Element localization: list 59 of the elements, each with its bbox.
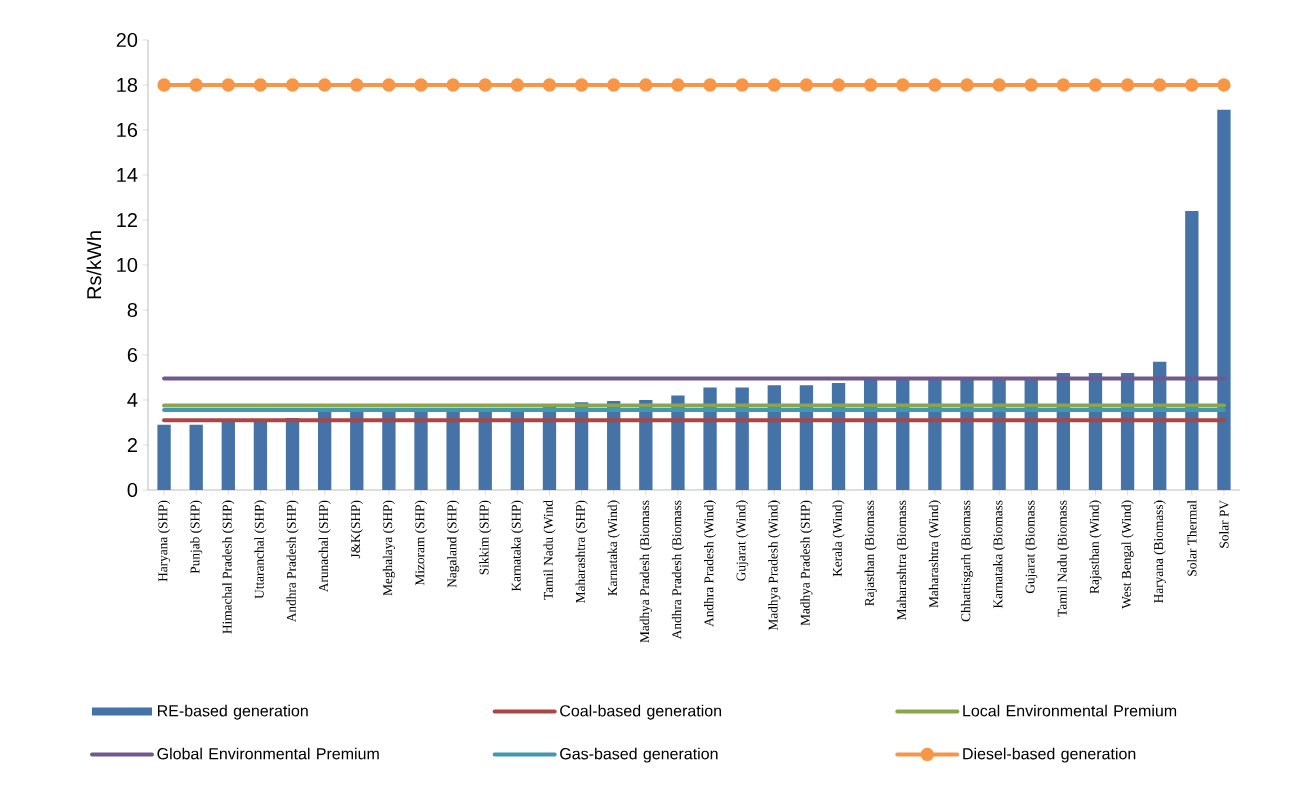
x-tick-label: Tamil Nadu (Biomass [1057, 500, 1070, 617]
x-tick-label: Andhra Pradesh (SHP) [286, 500, 299, 623]
y-tick-label: 12 [117, 213, 137, 227]
x-tick-label: Haryana (Biomass) [1153, 500, 1166, 603]
x-tick-label: Madhya Pradesh (Wind) [768, 500, 781, 631]
bar [189, 424, 203, 490]
x-tick-label: Uttaranchal (SHP) [254, 500, 267, 599]
y-tick-label: 16 [117, 122, 138, 138]
y-tick-label: 0 [127, 482, 138, 498]
x-tick-label: Maharashtra (Biomass [896, 500, 909, 620]
x-tick-label: Haryana (SHP) [157, 500, 171, 582]
x-tick-label: West Bengal (Wind) [1121, 500, 1134, 609]
legend-label: Coal-based generation [560, 704, 722, 720]
x-tick-label: Kerala (Wind) [832, 500, 845, 577]
x-tick-label: Tamil Nadu (Wind [543, 500, 556, 600]
bar [1217, 109, 1231, 490]
x-tick-label: Solar Thermal [1187, 500, 1197, 576]
x-tick-label: Madhya Pradesh (Biomass [639, 500, 652, 643]
bar [157, 424, 171, 490]
x-tick-label: Arunachal (SHP) [318, 500, 331, 593]
y-tick-label: 14 [117, 168, 138, 182]
y-axis-title: Rs/kWh [86, 231, 102, 299]
x-tick-label: Karnataka (SHP) [511, 500, 524, 592]
legend-label: Global Environmental Premium [157, 747, 379, 760]
x-tick-label: Chhattisgarh (Biomass [960, 500, 974, 622]
x-tick-label: Maharashtra (Wind) [928, 500, 941, 608]
x-tick-label: Meghalaya (SHP) [382, 500, 395, 596]
x-tick-label: Karnataka (Biomass [993, 500, 1006, 609]
x-tick-label: Punjab (SHP) [190, 500, 203, 574]
bar [671, 395, 685, 490]
legend-label: RE-based generation [157, 704, 308, 720]
legend-label: Diesel-based generation [963, 747, 1136, 763]
bar [221, 420, 235, 490]
x-tick-label: J&K(SHP) [350, 500, 363, 559]
x-tick-label: Madhya Pradesh (SHP) [800, 500, 813, 626]
y-tick-label: 18 [117, 77, 138, 93]
x-tick-label: Sikkim (SHP) [479, 500, 492, 575]
y-tick-label: 2 [127, 438, 137, 452]
x-tick-label: Gujarat (Wind) [736, 500, 749, 581]
x-tick-label: Gujarat (Biomass [1025, 500, 1038, 594]
x-tick-label: Karnataka (Wind) [607, 500, 620, 596]
y-tick-label: 6 [127, 347, 138, 363]
x-tick-label: Himachal Pradesh (SHP) [222, 500, 235, 634]
bar [253, 420, 268, 490]
legend-label: Local Environmental Premium [963, 704, 1177, 717]
x-tick-label: Andhra Pradesh (Wind) [704, 500, 717, 627]
y-tick-label: 4 [127, 393, 138, 407]
y-tick-label: 10 [117, 257, 138, 273]
x-tick-label: Rajasthan (Wind) [1089, 500, 1102, 594]
y-tick-label: 20 [116, 32, 138, 48]
x-tick-label: Solar PV [1219, 500, 1229, 548]
legend-label: Gas-based generation [560, 747, 718, 763]
x-tick-label: Mizoram (SHP) [414, 500, 428, 586]
x-tick-label: Rajasthan (Biomass [864, 500, 877, 606]
y-tick-label: 8 [127, 302, 138, 318]
bar [1185, 210, 1199, 490]
x-tick-label: Nagaland (SHP) [447, 500, 460, 588]
x-tick-label: Maharashtra (SHP) [575, 500, 588, 603]
x-tick-label: Andhra Pradesh (Biomass [671, 500, 684, 640]
